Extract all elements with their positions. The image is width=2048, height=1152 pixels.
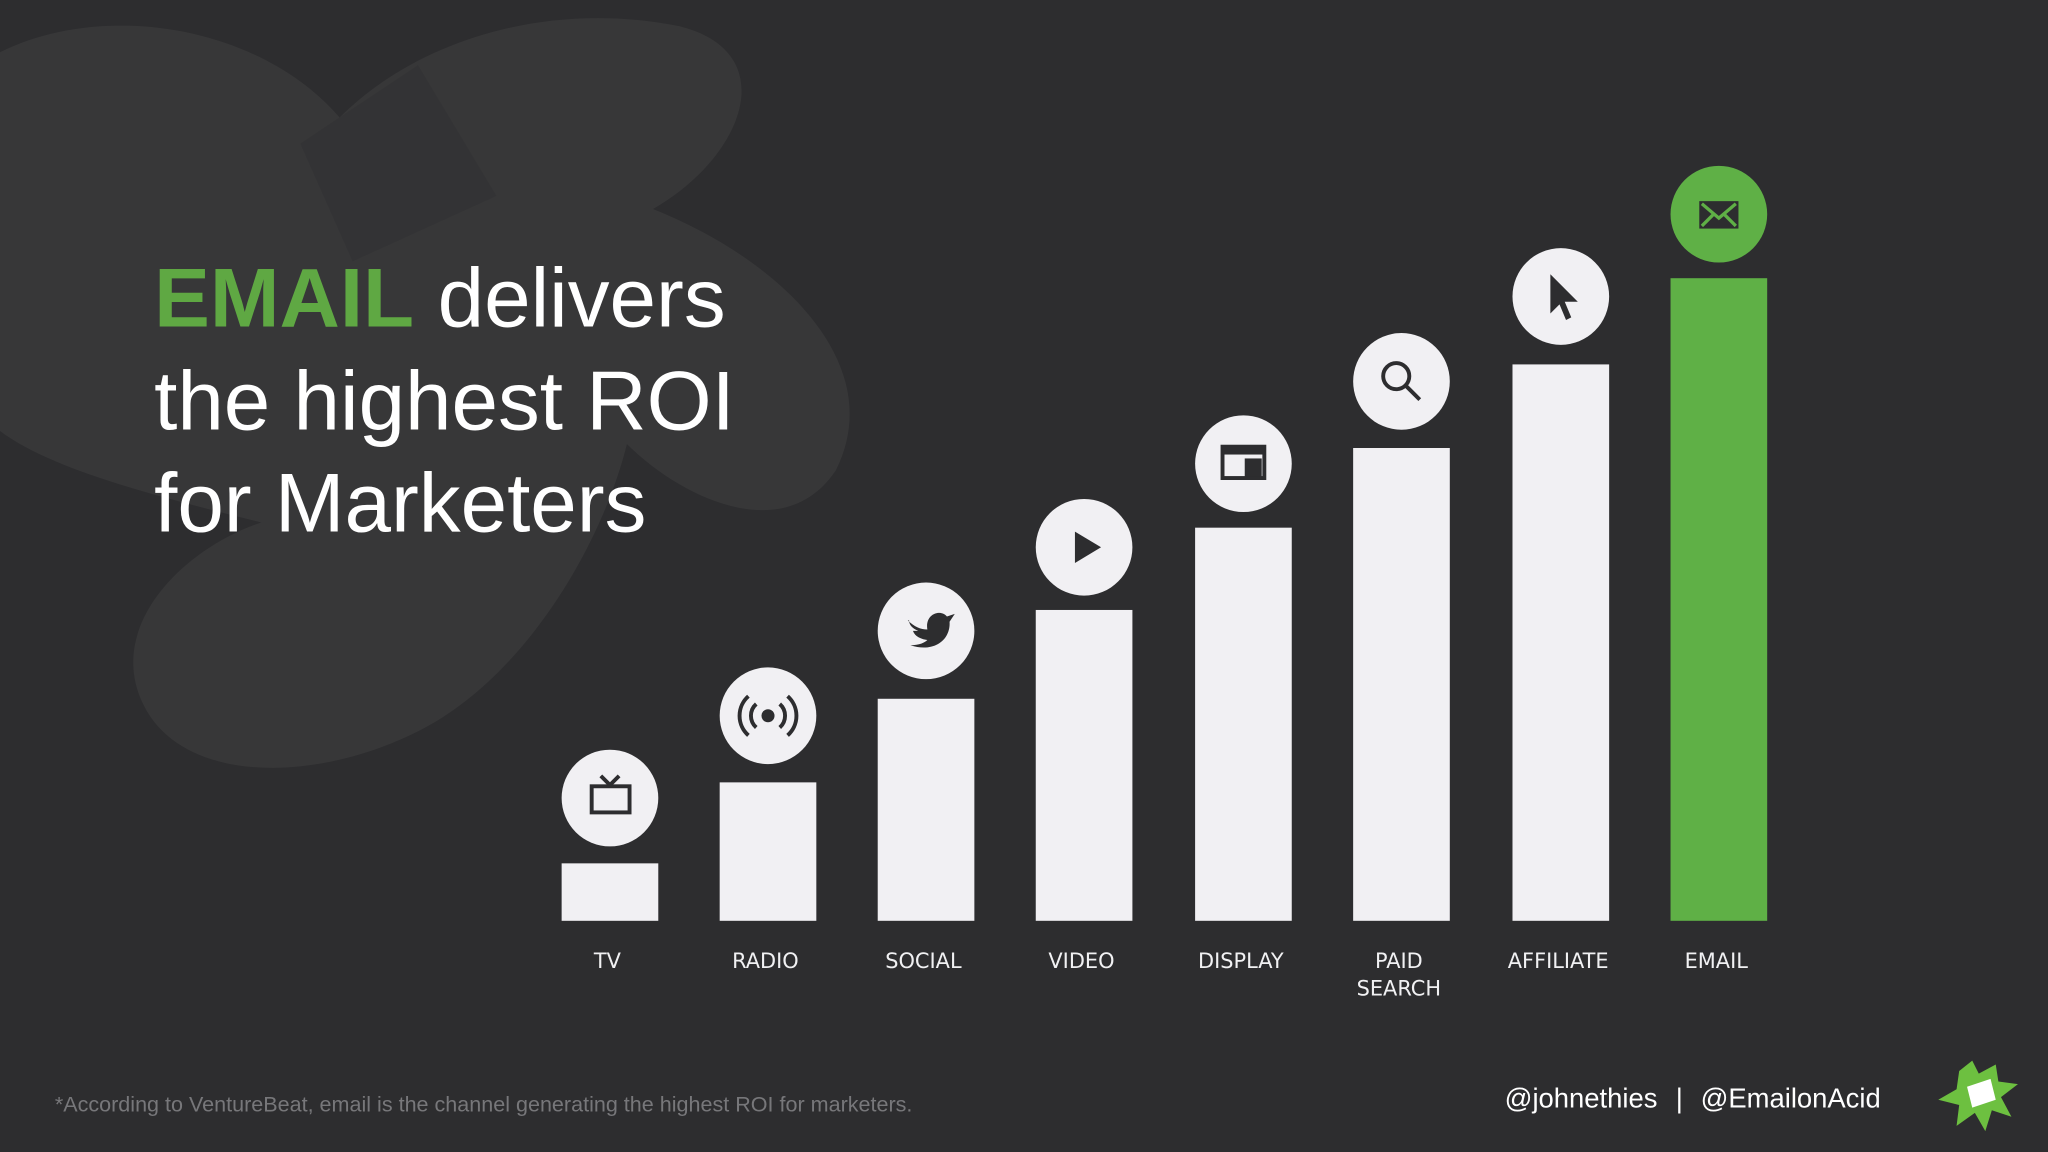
channel-label: SEARCH: [1357, 976, 1441, 1000]
channel-label: DISPLAY: [1198, 949, 1284, 973]
icons: [561, 165, 1768, 847]
title-line-2: the highest ROI: [154, 354, 735, 448]
channel-labels: TV RADIO SOCIAL VIDEO DISPLAY PAID SEARCH AFFIL…: [593, 949, 1748, 1000]
title-rest: delivers: [438, 251, 726, 345]
channel-label: EMAIL: [1685, 949, 1749, 973]
icon-tv: [561, 749, 659, 847]
logo: [1938, 1060, 2018, 1132]
footnote: *According to VentureBeat, email is the …: [55, 1092, 913, 1117]
bars: [561, 278, 1768, 921]
bar: [719, 782, 817, 921]
bar: [877, 698, 975, 921]
channel-label: TV: [593, 949, 622, 973]
separator: |: [1676, 1083, 1683, 1114]
channel-label: PAID: [1375, 949, 1423, 973]
title-highlight: EMAIL: [154, 251, 414, 345]
channel-label: VIDEO: [1048, 949, 1114, 973]
handle: @johnethies: [1505, 1083, 1658, 1114]
handle: @EmailonAcid: [1701, 1083, 1881, 1114]
bar: [1512, 364, 1610, 921]
title-line-1: EMAIL delivers: [154, 251, 726, 345]
channel-label: SOCIAL: [885, 949, 962, 973]
bar: [1195, 527, 1292, 921]
title-line-3: for Marketers: [154, 456, 646, 550]
channel-label: RADIO: [732, 949, 799, 973]
icon-search: [1353, 333, 1450, 430]
bar: [1035, 609, 1133, 921]
background-splat: [0, 18, 850, 768]
icon-display: [1195, 415, 1292, 512]
bar: [1353, 448, 1450, 921]
bar-highlight: [1670, 278, 1768, 921]
channel-label: AFFILIATE: [1508, 949, 1609, 973]
bar: [561, 863, 659, 921]
